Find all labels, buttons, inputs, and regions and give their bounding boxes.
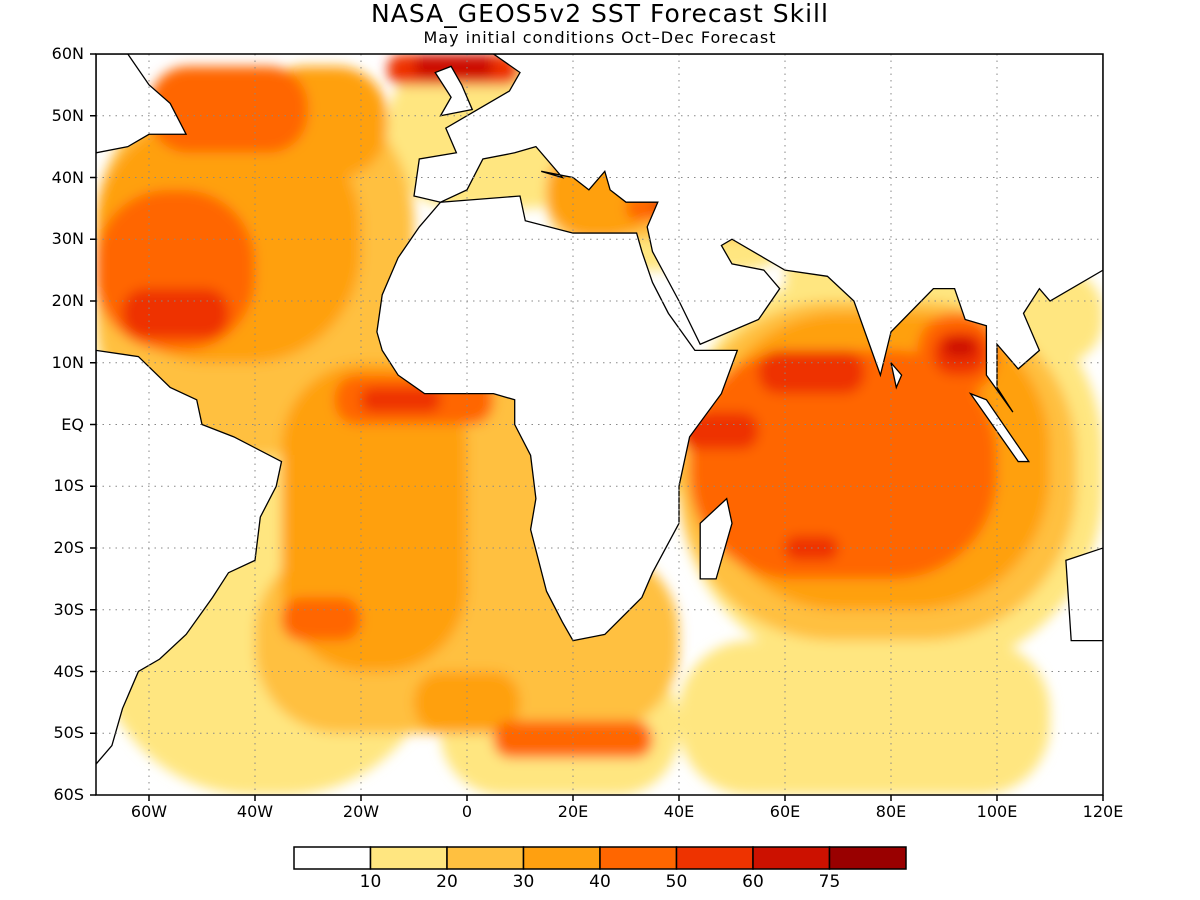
colorbar-swatch — [293, 846, 372, 870]
skill-region — [414, 671, 520, 734]
lon-label: 20E — [557, 802, 589, 821]
lat-label: EQ — [61, 414, 84, 434]
lat-label: 40N — [51, 167, 84, 187]
lat-label: 50N — [51, 105, 84, 125]
lat-label: 50S — [53, 723, 84, 743]
lat-label: 40S — [53, 661, 84, 681]
land-polygon — [1065, 547, 1103, 642]
skill-region — [944, 338, 976, 357]
land-polygon — [96, 349, 283, 766]
land-polygon — [968, 392, 1031, 463]
lon-label: 40W — [236, 802, 274, 821]
land-polygon — [890, 362, 903, 390]
colorbar-swatch — [369, 846, 448, 870]
lat-label: 60S — [53, 785, 84, 804]
lat-label: 20N — [51, 291, 84, 310]
chart-title: NASA_GEOS5v2 SST Forecast Skill — [371, 0, 829, 28]
land-polygon — [434, 65, 474, 117]
colorbar-swatch — [599, 846, 678, 870]
lon-label: 60W — [130, 802, 168, 821]
lat-label: 10N — [51, 352, 84, 372]
lat-label: 10S — [53, 476, 84, 496]
skill-region — [493, 720, 653, 758]
lon-label: 0 — [461, 802, 473, 821]
land-polygon — [96, 54, 188, 154]
colorbar-label: 50 — [665, 872, 688, 892]
skill-region — [361, 387, 441, 413]
continent-outlines — [96, 54, 1103, 766]
colorbar-swatch — [522, 846, 601, 870]
lon-label: 100E — [976, 802, 1018, 821]
skill-region — [149, 66, 308, 153]
lon-label: 120E — [1082, 802, 1124, 821]
colorbar-swatch — [446, 846, 525, 870]
lat-label: 60N — [51, 44, 84, 63]
colorbar-swatch — [675, 846, 754, 870]
skill-region — [281, 597, 361, 641]
lon-label: 40E — [663, 802, 695, 821]
colorbar-swatch — [752, 846, 831, 870]
lat-label: 30N — [51, 229, 84, 249]
skill-region — [281, 362, 467, 672]
colorbar-label: 20 — [436, 872, 458, 892]
lat-label: 30S — [53, 599, 84, 619]
lon-label: 60E — [769, 802, 801, 821]
lon-label: 80E — [875, 802, 907, 821]
land-polygon — [699, 497, 733, 580]
skill-region — [679, 640, 1050, 795]
colorbar-label: 75 — [818, 872, 841, 892]
lon-label: 20W — [342, 802, 380, 821]
skill-region — [758, 350, 865, 394]
colorbar-swatch — [828, 846, 907, 870]
lat-label: 20S — [53, 538, 84, 557]
skill-region — [689, 350, 997, 579]
colorbar-label: 60 — [742, 872, 764, 892]
gridlines — [96, 54, 1103, 795]
colorbar-label: 40 — [589, 872, 611, 892]
axis-ticks — [90, 53, 1104, 801]
colorbar-label: 30 — [512, 872, 535, 892]
chart-subtitle: May initial conditions Oct–Dec Forecast — [423, 28, 777, 47]
skill-region — [414, 54, 494, 79]
land-polygon — [413, 54, 1103, 413]
colorbar-label: 10 — [359, 872, 382, 892]
